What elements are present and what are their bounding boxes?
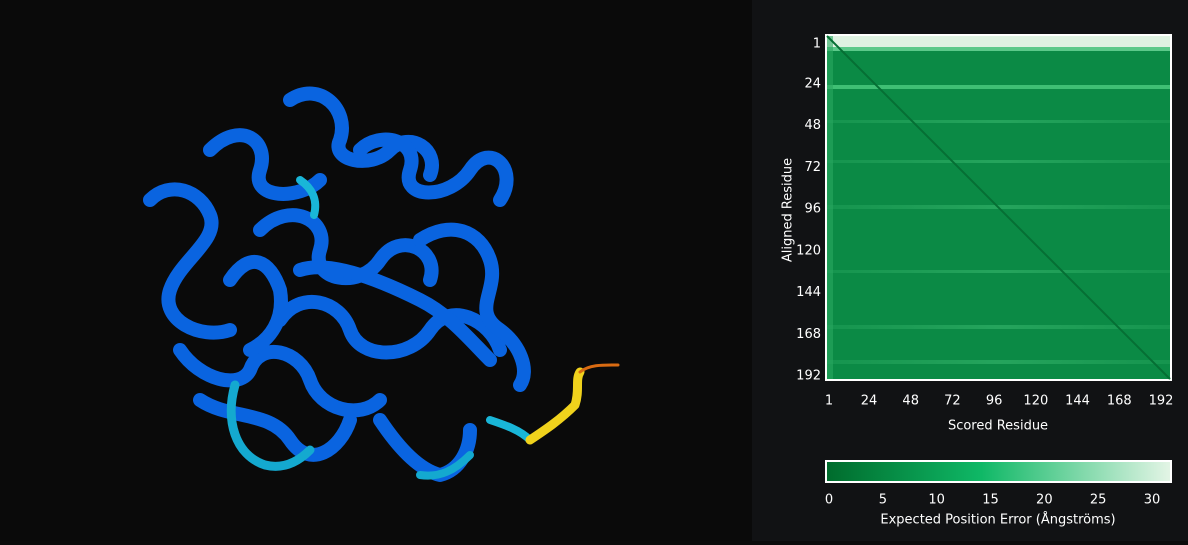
y-tick-label: 120 <box>796 243 821 258</box>
x-tick-label: 168 <box>1107 394 1132 409</box>
colorbar-tick-label: 25 <box>1090 493 1107 508</box>
y-tick-label: 48 <box>804 118 821 133</box>
colorbar <box>825 460 1172 483</box>
y-tick-label: 168 <box>796 327 821 342</box>
pae-heatmap[interactable] <box>825 34 1172 381</box>
y-tick-label: 96 <box>804 202 821 217</box>
x-tick-label: 192 <box>1149 394 1174 409</box>
colorbar-tick-label: 20 <box>1036 493 1053 508</box>
colorbar-tick-label: 30 <box>1144 493 1161 508</box>
x-tick-label: 72 <box>944 394 961 409</box>
x-tick-label: 1 <box>825 394 833 409</box>
x-tick-label: 120 <box>1023 394 1048 409</box>
colorbar-tick-label: 10 <box>928 493 945 508</box>
protein-ribbon <box>143 86 620 482</box>
colorbar-tick-label: 5 <box>879 493 887 508</box>
colorbar-tick-label: 15 <box>982 493 999 508</box>
y-tick-label: 144 <box>796 285 821 300</box>
colorbar-label: Expected Position Error (Ångströms) <box>880 512 1115 528</box>
y-axis-label: Aligned Residue <box>781 158 796 262</box>
x-tick-label: 24 <box>861 394 878 409</box>
y-tick-label: 24 <box>804 76 821 91</box>
y-tick-label: 72 <box>804 160 821 175</box>
colorbar-tick-label: 0 <box>825 493 833 508</box>
y-tick-label: 192 <box>796 369 821 384</box>
x-tick-label: 48 <box>902 394 919 409</box>
y-tick-label: 1 <box>813 37 821 52</box>
x-tick-label: 144 <box>1065 394 1090 409</box>
x-axis-label: Scored Residue <box>948 419 1048 434</box>
x-tick-label: 96 <box>986 394 1003 409</box>
